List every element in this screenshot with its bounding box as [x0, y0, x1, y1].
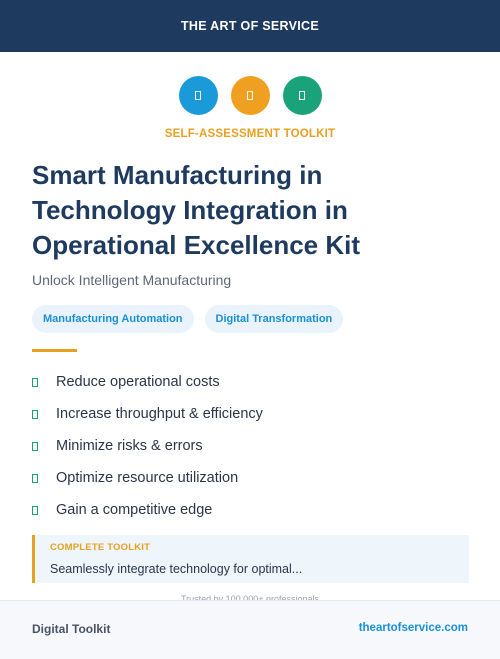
document-icon	[195, 91, 201, 100]
benefit-text: Minimize risks & errors	[56, 438, 203, 454]
check-icon	[32, 473, 38, 483]
benefit-item: Increase throughput & efficiency	[32, 398, 263, 430]
tag-manufacturing-automation: Manufacturing Automation	[32, 305, 194, 333]
icon-circle-green	[282, 76, 322, 115]
tag-digital-transformation: Digital Transformation	[204, 305, 344, 333]
icon-row	[0, 76, 500, 115]
benefit-list: Reduce operational costs Increase throug…	[32, 366, 263, 526]
top-banner: THE ART OF SERVICE	[0, 0, 500, 52]
title-line: Operational Excellence Kit	[32, 230, 361, 260]
benefit-text: Increase throughput & efficiency	[56, 406, 263, 422]
document-icon	[299, 91, 305, 100]
subtitle: Unlock Intelligent Manufacturing	[32, 272, 232, 288]
benefit-item: Reduce operational costs	[32, 366, 263, 398]
title-line: Technology Integration in	[32, 195, 348, 225]
toolkit-description: Seamlessly integrate technology for opti…	[50, 562, 303, 576]
benefit-item: Gain a competitive edge	[32, 494, 263, 526]
footer: Digital Toolkit theartofservice.com	[0, 600, 500, 659]
toolkit-label: COMPLETE TOOLKIT	[50, 542, 151, 553]
title-line: Smart Manufacturing in	[32, 160, 323, 190]
check-icon	[32, 441, 38, 451]
benefit-item: Minimize risks & errors	[32, 430, 263, 462]
document-icon	[247, 91, 253, 100]
brand-title: THE ART OF SERVICE	[180, 19, 320, 33]
check-icon	[32, 505, 38, 515]
tag-list: Manufacturing Automation Digital Transfo…	[32, 305, 344, 333]
benefit-text: Reduce operational costs	[56, 374, 220, 390]
benefit-item: Optimize resource utilization	[32, 462, 263, 494]
toolkit-callout: COMPLETE TOOLKIT Seamlessly integrate te…	[32, 535, 469, 583]
check-icon	[32, 409, 38, 419]
trust-statement: Trusted by 100,000+ professionals	[180, 594, 319, 600]
footer-label: Digital Toolkit	[32, 622, 111, 636]
icon-circle-orange	[230, 76, 270, 115]
accent-divider	[32, 349, 77, 352]
page-title: Smart Manufacturing in Technology Integr…	[32, 158, 472, 263]
eyebrow-label: SELF-ASSESSMENT TOOLKIT	[164, 128, 336, 140]
benefit-text: Optimize resource utilization	[56, 470, 239, 486]
benefit-text: Gain a competitive edge	[56, 502, 213, 518]
check-icon	[32, 377, 38, 387]
icon-circle-blue	[178, 76, 218, 115]
website-link[interactable]: theartofservice.com	[358, 622, 468, 634]
